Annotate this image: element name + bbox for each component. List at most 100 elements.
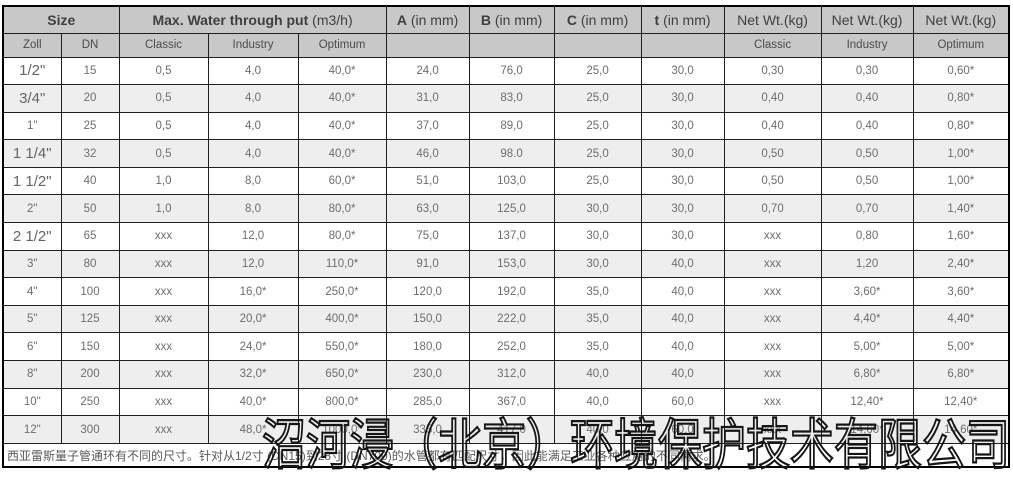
subheader-net-classic: Classic <box>723 32 822 58</box>
cell: 20 <box>60 84 120 113</box>
cell: 30,0 <box>553 222 642 251</box>
cell: 3,60* <box>820 277 914 306</box>
cell: 40,0* <box>297 111 387 141</box>
cell: 4,40* <box>820 304 914 334</box>
cell-zoll: 3" <box>2 249 62 279</box>
cell: 3,60* <box>912 277 1010 306</box>
cell: 25,0 <box>553 111 642 141</box>
cell: 12,40* <box>912 387 1010 417</box>
cell: 1,00* <box>912 166 1010 196</box>
cell: 125 <box>60 304 120 334</box>
cell: xxx <box>118 415 209 444</box>
cell: 150,0 <box>385 304 470 334</box>
cell: xxx <box>723 222 822 251</box>
subheader-dn: DN <box>60 32 120 58</box>
cell: 40,0 <box>640 304 725 334</box>
cell: 12,0 <box>207 222 299 251</box>
cell: xxx <box>723 415 822 444</box>
cell: 4,0 <box>207 139 299 168</box>
cell: 75,0 <box>385 222 470 251</box>
cell-zoll: 1/2" <box>2 56 62 86</box>
cell: 103,0 <box>468 166 555 196</box>
cell: 80,0* <box>297 194 387 224</box>
cell: 0,80* <box>912 84 1010 113</box>
cell: 98.0 <box>468 139 555 168</box>
cell: 800,0* <box>297 387 387 417</box>
cell: 16,0* <box>207 277 299 306</box>
header-col-c-unit: (in mm) <box>580 11 629 28</box>
cell: 110,0* <box>297 249 387 279</box>
header-col-a-letter: A <box>396 11 407 28</box>
cell: 6,80* <box>912 360 1010 389</box>
cell: 4,0 <box>207 111 299 141</box>
header-net-wt-optimum: Net Wt.(kg) <box>912 5 1010 34</box>
cell-zoll: 12" <box>2 415 62 444</box>
cell: 40,0* <box>297 84 387 113</box>
cell: 250 <box>60 387 120 417</box>
cell: 60,0 <box>640 387 725 417</box>
subheader-classic: Classic <box>118 32 209 58</box>
cell-zoll: 10" <box>2 387 62 417</box>
cell: 40,0 <box>640 332 725 362</box>
cell: 20,0* <box>207 304 299 334</box>
cell: 1000,0* <box>297 415 387 444</box>
cell-zoll: 5" <box>2 304 62 334</box>
table-row: 4" 100 xxx 16,0* 250,0* 120,0 192,0 35,0 40,0 xxx… <box>2 277 1010 306</box>
cell: 252,0 <box>468 332 555 362</box>
cell: xxx <box>118 387 209 417</box>
cell: 8,0 <box>207 194 299 224</box>
cell: 1,60* <box>912 222 1010 251</box>
cell: 40,0 <box>640 249 725 279</box>
cell: 4,40* <box>912 304 1010 334</box>
cell: 14,60* <box>820 415 914 444</box>
cell: 0,50 <box>723 139 822 168</box>
subheader-empty-a <box>385 32 470 58</box>
cell: 285,0 <box>385 387 470 417</box>
header-net-wt-classic: Net Wt.(kg) <box>723 5 822 34</box>
cell: 100 <box>60 277 120 306</box>
cell: 40,0* <box>297 56 387 86</box>
cell: 60,0 <box>640 415 725 444</box>
cell: 367,0 <box>468 387 555 417</box>
cell: 0,40 <box>723 84 822 113</box>
table-row: 6" 150 xxx 24,0* 550,0* 180,0 252,0 35,0 40,0 xxx… <box>2 332 1010 362</box>
table-row: 2" 50 1,0 8,0 80,0* 63,0 125,0 30,0 30,0 0,70 0,70… <box>2 194 1010 224</box>
cell: 0,40 <box>820 111 914 141</box>
cell: 32 <box>60 139 120 168</box>
cell: xxx <box>118 249 209 279</box>
cell: 35,0 <box>553 304 642 334</box>
cell: 60,0* <box>297 166 387 196</box>
table-row: 8" 200 xxx 32,0* 650,0* 230,0 312,0 40,0 40,0 xxx… <box>2 360 1010 389</box>
cell: 0,50 <box>723 166 822 196</box>
footnote-text: 西亚雷斯量子管通环有不同的尺寸。针对从1/2寸 (DN15)到28寸 (DN70… <box>2 442 1010 468</box>
cell: 40,0 <box>640 277 725 306</box>
subheader-net-optimum: Optimum <box>912 32 1010 58</box>
cell: 222,0 <box>468 304 555 334</box>
cell: 150 <box>60 332 120 362</box>
cell: 63,0 <box>385 194 470 224</box>
cell: 5,00* <box>820 332 914 362</box>
cell: 65 <box>60 222 120 251</box>
cell: 1,0 <box>118 166 209 196</box>
cell: 31,0 <box>385 84 470 113</box>
header-col-t: t (in mm) <box>640 5 725 34</box>
cell: xxx <box>118 304 209 334</box>
cell: 30,0 <box>640 166 725 196</box>
table-row: 10" 250 xxx 40,0* 800,0* 285,0 367,0 40,0 60,0 xx… <box>2 387 1010 417</box>
cell: 400,0* <box>297 304 387 334</box>
table-body: 1/2" 15 0,5 4,0 40,0* 24,0 76,0 25,0 30,0 0,30 0,3… <box>2 56 1010 444</box>
cell: 83,0 <box>468 84 555 113</box>
cell: xxx <box>118 222 209 251</box>
cell: 0,40 <box>820 84 914 113</box>
cell: 25,0 <box>553 166 642 196</box>
header-max-water-label: Max. Water through put <box>152 11 309 28</box>
cell: 0,60* <box>912 56 1010 86</box>
cell: xxx <box>118 277 209 306</box>
cell: xxx <box>723 304 822 334</box>
cell: 25,0 <box>553 139 642 168</box>
cell: 30,0 <box>640 222 725 251</box>
table-row: 2 1/2" 65 xxx 12,0 80,0* 75,0 137,0 30,0 30,0 xxx… <box>2 222 1010 251</box>
cell-zoll: 2 1/2" <box>2 222 62 251</box>
cell: 5,00* <box>912 332 1010 362</box>
cell: 30,0 <box>640 84 725 113</box>
